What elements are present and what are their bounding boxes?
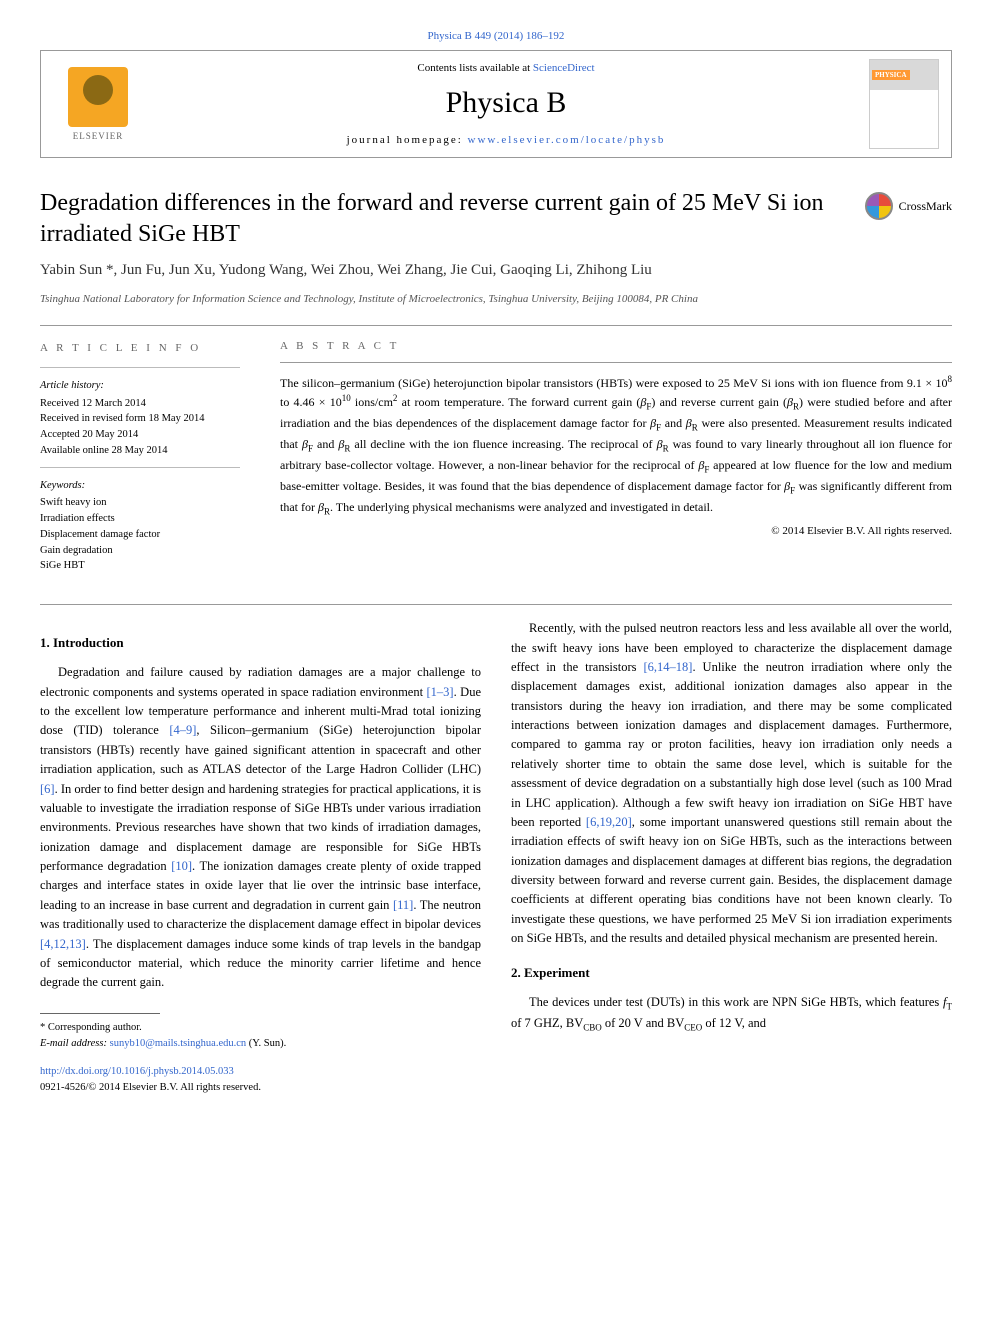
contents-prefix: Contents lists available at — [417, 62, 532, 74]
citation-link[interactable]: [11] — [393, 898, 413, 912]
title-row: Degradation differences in the forward a… — [40, 188, 952, 250]
elsevier-text: ELSEVIER — [73, 131, 124, 141]
revised-date: Received in revised form 18 May 2014 — [40, 411, 240, 427]
article-info-heading: A R T I C L E I N F O — [40, 340, 240, 357]
citation-link[interactable]: [10] — [171, 859, 192, 873]
history-label: Article history: — [40, 378, 240, 394]
abs-t: ) and reverse current gain ( — [651, 395, 787, 409]
citation-link[interactable]: [4,12,13] — [40, 937, 86, 951]
article-title: Degradation differences in the forward a… — [40, 188, 845, 250]
body-t: of 7 GHZ, BV — [511, 1016, 583, 1030]
abs-t: and — [661, 416, 686, 430]
crossmark-badge[interactable]: CrossMark — [865, 192, 952, 220]
section-heading-intro: 1. Introduction — [40, 633, 481, 653]
header-center: Contents lists available at ScienceDirec… — [143, 62, 869, 146]
email-link[interactable]: sunyb10@mails.tsinghua.edu.cn — [110, 1038, 247, 1049]
body-t: . Unlike the neutron irradiation where o… — [511, 660, 952, 829]
body-sub: CEO — [684, 1023, 702, 1033]
body-t: of 20 V and BV — [602, 1016, 685, 1030]
abs-t: to 4.46 × 10 — [280, 395, 342, 409]
journal-reference: Physica B 449 (2014) 186–192 — [40, 30, 952, 42]
email-line: E-mail address: sunyb10@mails.tsinghua.e… — [40, 1036, 481, 1052]
keyword: SiGe HBT — [40, 558, 240, 574]
experiment-paragraph: The devices under test (DUTs) in this wo… — [511, 993, 952, 1036]
keyword: Gain degradation — [40, 543, 240, 559]
authors: Yabin Sun *, Jun Fu, Jun Xu, Yudong Wang… — [40, 262, 952, 279]
keyword: Displacement damage factor — [40, 527, 240, 543]
citation-link[interactable]: [6,19,20] — [586, 815, 632, 829]
footnotes: * Corresponding author. E-mail address: … — [40, 1013, 481, 1097]
body-columns: 1. Introduction Degradation and failure … — [40, 619, 952, 1097]
journal-cover-thumb: PHYSICA — [869, 59, 939, 149]
abs-t: The silicon–germanium (SiGe) heterojunct… — [280, 376, 948, 390]
abs-t: at room temperature. The forward current… — [397, 395, 640, 409]
body-t: Degradation and failure caused by radiat… — [40, 665, 481, 698]
info-abstract-row: A R T I C L E I N F O Article history: R… — [40, 340, 952, 574]
cover-badge: PHYSICA — [872, 70, 910, 80]
abs-t: all decline with the ion fluence increas… — [350, 437, 656, 451]
journal-header: ELSEVIER Contents lists available at Sci… — [40, 50, 952, 158]
issn-line: 0921-4526/© 2014 Elsevier B.V. All right… — [40, 1080, 481, 1096]
crossmark-label: CrossMark — [899, 199, 952, 214]
accepted-date: Accepted 20 May 2014 — [40, 427, 240, 443]
abs-t: and — [313, 437, 338, 451]
citation-link[interactable]: [1–3] — [427, 685, 454, 699]
body-sub: CBO — [583, 1023, 602, 1033]
section-heading-experiment: 2. Experiment — [511, 963, 952, 983]
elsevier-tree-icon — [68, 67, 128, 127]
contents-line: Contents lists available at ScienceDirec… — [143, 62, 869, 74]
online-date: Available online 28 May 2014 — [40, 443, 240, 459]
intro-paragraph: Degradation and failure caused by radiat… — [40, 663, 481, 992]
abs-t: ions/cm — [351, 395, 393, 409]
sciencedirect-link[interactable]: ScienceDirect — [533, 62, 595, 74]
homepage-line: journal homepage: www.elsevier.com/locat… — [143, 134, 869, 146]
authors-text: Yabin Sun *, Jun Fu, Jun Xu, Yudong Wang… — [40, 262, 652, 278]
citation-link[interactable]: [6] — [40, 782, 55, 796]
abs-sup: 10 — [342, 393, 351, 403]
elsevier-logo: ELSEVIER — [53, 59, 143, 149]
copyright: © 2014 Elsevier B.V. All rights reserved… — [280, 525, 952, 537]
journal-name: Physica B — [143, 86, 869, 120]
article-info: A R T I C L E I N F O Article history: R… — [40, 340, 240, 574]
corresponding-author: * Corresponding author. — [40, 1020, 481, 1036]
email-suffix: (Y. Sun). — [246, 1038, 286, 1049]
received-date: Received 12 March 2014 — [40, 396, 240, 412]
citation-link[interactable]: [4–9] — [169, 723, 196, 737]
abstract-heading: A B S T R A C T — [280, 340, 952, 352]
email-label: E-mail address: — [40, 1038, 110, 1049]
crossmark-icon — [865, 192, 893, 220]
abstract-text: The silicon–germanium (SiGe) heterojunct… — [280, 373, 952, 518]
keyword: Irradiation effects — [40, 511, 240, 527]
homepage-link[interactable]: www.elsevier.com/locate/physb — [468, 134, 666, 146]
cover-top: PHYSICA — [870, 60, 938, 90]
homepage-prefix: journal homepage: — [347, 134, 468, 146]
doi-link[interactable]: http://dx.doi.org/10.1016/j.physb.2014.0… — [40, 1066, 234, 1077]
affiliation: Tsinghua National Laboratory for Informa… — [40, 293, 952, 305]
abstract: A B S T R A C T The silicon–germanium (S… — [280, 340, 952, 574]
keyword: Swift heavy ion — [40, 495, 240, 511]
abs-sup: 8 — [948, 374, 953, 384]
body-t: of 12 V, and — [702, 1016, 766, 1030]
body-t: . The displacement damages induce some k… — [40, 937, 481, 990]
abs-t: . The underlying physical mechanisms wer… — [330, 500, 713, 514]
body-sub: T — [947, 1001, 953, 1011]
divider — [40, 325, 952, 326]
divider — [40, 604, 952, 605]
keywords-label: Keywords: — [40, 478, 240, 494]
intro-paragraph-2: Recently, with the pulsed neutron reacto… — [511, 619, 952, 948]
body-t: The devices under test (DUTs) in this wo… — [529, 995, 943, 1009]
body-t: , some important unanswered questions st… — [511, 815, 952, 945]
citation-link[interactable]: [6,14–18] — [644, 660, 693, 674]
